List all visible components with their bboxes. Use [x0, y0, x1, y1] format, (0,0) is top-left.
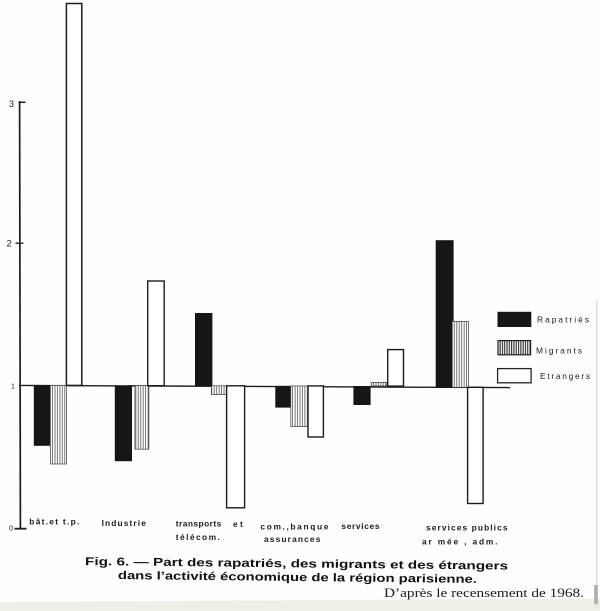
svg-text:Fig. 6. — Part des rapatriés,: Fig. 6. — Part des rapatriés, des migran… — [85, 556, 508, 573]
svg-text:D’après le recensement de 1968: D’après le recensement de 1968. — [384, 585, 584, 600]
svg-text:0: 0 — [9, 524, 13, 533]
svg-text:Industrie: Industrie — [102, 518, 147, 528]
svg-text:Rapatriés: Rapatriés — [537, 315, 589, 325]
svg-text:ar mée , adm.: ar mée , adm. — [422, 537, 498, 547]
svg-text:1: 1 — [11, 383, 15, 390]
svg-text:assurances: assurances — [264, 534, 321, 544]
svg-text:dans l’activité économique de: dans l’activité économique de la région … — [118, 570, 477, 586]
svg-text:services: services — [341, 521, 379, 531]
svg-text:et: et — [233, 519, 243, 529]
svg-text:services publics: services publics — [426, 523, 508, 533]
svg-text:Etrangers: Etrangers — [540, 371, 590, 381]
svg-text:3: 3 — [9, 99, 14, 109]
svg-text:télécom.: télécom. — [176, 532, 220, 542]
svg-text:2: 2 — [7, 239, 12, 250]
svg-text:com.,banque: com.,banque — [260, 522, 328, 532]
svg-text:Migrants: Migrants — [536, 346, 582, 356]
svg-text:transports: transports — [176, 519, 222, 529]
svg-text:bât.et t.p.: bât.et t.p. — [29, 517, 79, 527]
